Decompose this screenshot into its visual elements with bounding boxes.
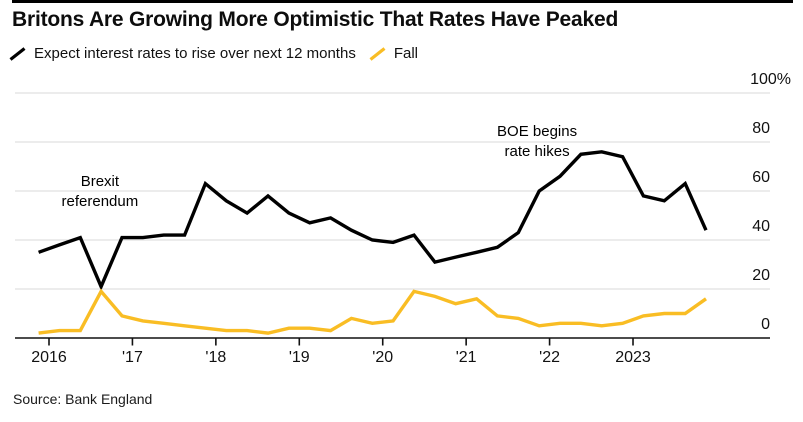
chart-title: Britons Are Growing More Optimistic That… bbox=[12, 8, 619, 31]
x-axis-label: '22 bbox=[539, 349, 560, 366]
y-axis-label: 60 bbox=[752, 169, 770, 186]
annotation-brexit: Brexit referendum bbox=[61, 172, 139, 210]
x-axis-label: '20 bbox=[372, 349, 394, 366]
y-axis-label: 20 bbox=[752, 267, 770, 284]
x-axis-label: '17 bbox=[121, 349, 143, 366]
legend-label-fall: Fall bbox=[393, 45, 418, 62]
annotation-boe: BOE begins rate hikes bbox=[497, 122, 578, 160]
fall-line bbox=[38, 288, 707, 335]
y-axis-label: 100% bbox=[750, 71, 791, 88]
rise-line bbox=[38, 150, 708, 291]
legend-item-fall: Fall bbox=[368, 45, 418, 62]
source-credit: Source: Bank England bbox=[13, 391, 153, 407]
series-lines bbox=[38, 150, 708, 335]
legend-label-rise: Expect interest rates to rise over next … bbox=[34, 45, 356, 62]
x-axis-label: '19 bbox=[288, 349, 310, 366]
y-axis-label: 40 bbox=[752, 218, 770, 235]
x-axis-label: '18 bbox=[205, 349, 227, 366]
x-axis-label: 2023 bbox=[615, 349, 651, 366]
fall-slash-icon bbox=[368, 46, 387, 62]
x-axis-label: '21 bbox=[455, 349, 477, 366]
top-rule bbox=[12, 0, 793, 3]
y-axis-label: 0 bbox=[761, 316, 770, 333]
rise-slash-icon bbox=[8, 46, 27, 62]
y-axis-label: 80 bbox=[752, 120, 770, 137]
legend-item-rise: Expect interest rates to rise over next … bbox=[8, 45, 356, 62]
chart-legend: Expect interest rates to rise over next … bbox=[8, 45, 418, 62]
x-axis-label: 2016 bbox=[31, 349, 67, 366]
x-axis-ticks bbox=[48, 338, 634, 346]
gridlines bbox=[15, 92, 770, 339]
